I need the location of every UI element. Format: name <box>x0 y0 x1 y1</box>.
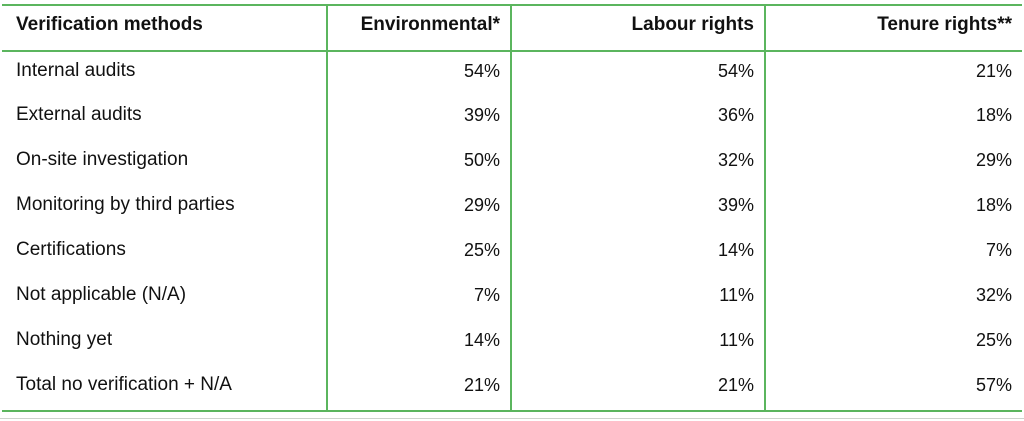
cell-value: 14% <box>326 321 511 366</box>
table-row: Internal audits 54% 54% 21% <box>2 51 1022 96</box>
cell-value: 21% <box>764 51 1022 96</box>
column-header: Tenure rights** <box>764 4 1022 52</box>
table-row: External audits 39% 36% 18% <box>2 96 1022 141</box>
cell-value: 39% <box>326 96 511 141</box>
cell-value: 50% <box>326 141 511 186</box>
table-row: Total no verification + N/A 21% 21% 57% <box>2 366 1022 412</box>
verification-methods-table: Verification methods Environmental* Labour… <box>2 4 1022 412</box>
row-label: Nothing yet <box>16 329 113 350</box>
cell-value: 14% <box>510 231 765 276</box>
row-label: Monitoring by third parties <box>16 194 235 215</box>
cell-value: 29% <box>326 186 511 231</box>
cell-value: 39% <box>510 186 765 231</box>
cell-value: 21% <box>510 366 765 412</box>
cell-value: 32% <box>764 276 1022 321</box>
cell-value: 25% <box>326 231 511 276</box>
row-label: Internal audits <box>16 60 136 81</box>
cell-value: 7% <box>326 276 511 321</box>
column-header-verification-methods: Verification methods <box>2 4 327 52</box>
table-row: Monitoring by third parties 29% 39% 18% <box>2 186 1022 231</box>
cell-value: 54% <box>510 51 765 96</box>
cell-value: 25% <box>764 321 1022 366</box>
cell-value: 29% <box>764 141 1022 186</box>
column-header: Environmental* <box>326 4 511 52</box>
row-label: Certifications <box>16 239 126 260</box>
cell-value: 57% <box>764 366 1022 412</box>
cell-value: 11% <box>510 321 765 366</box>
table-row: Certifications 25% 14% 7% <box>2 231 1022 276</box>
table-row: Not applicable (N/A) 7% 11% 32% <box>2 276 1022 321</box>
table-row: Nothing yet 14% 11% 25% <box>2 321 1022 366</box>
column-header: Labour rights <box>510 4 765 52</box>
cell-value: 11% <box>510 276 765 321</box>
cell-value: 18% <box>764 96 1022 141</box>
cell-value: 18% <box>764 186 1022 231</box>
row-label: Total no verification + N/A <box>2 366 327 412</box>
cell-value: 54% <box>326 51 511 96</box>
row-label: Not applicable (N/A) <box>16 284 187 305</box>
header-row: Verification methods Environmental* Labour… <box>2 4 1022 52</box>
cell-value: 32% <box>510 141 765 186</box>
row-label: On-site investigation <box>16 149 189 170</box>
bottom-hairline-rule <box>0 418 1024 419</box>
cell-value: 7% <box>764 231 1022 276</box>
row-label: External audits <box>16 104 142 125</box>
table-row: On-site investigation 50% 32% 29% <box>2 141 1022 186</box>
cell-value: 36% <box>510 96 765 141</box>
cell-value: 21% <box>326 366 511 412</box>
